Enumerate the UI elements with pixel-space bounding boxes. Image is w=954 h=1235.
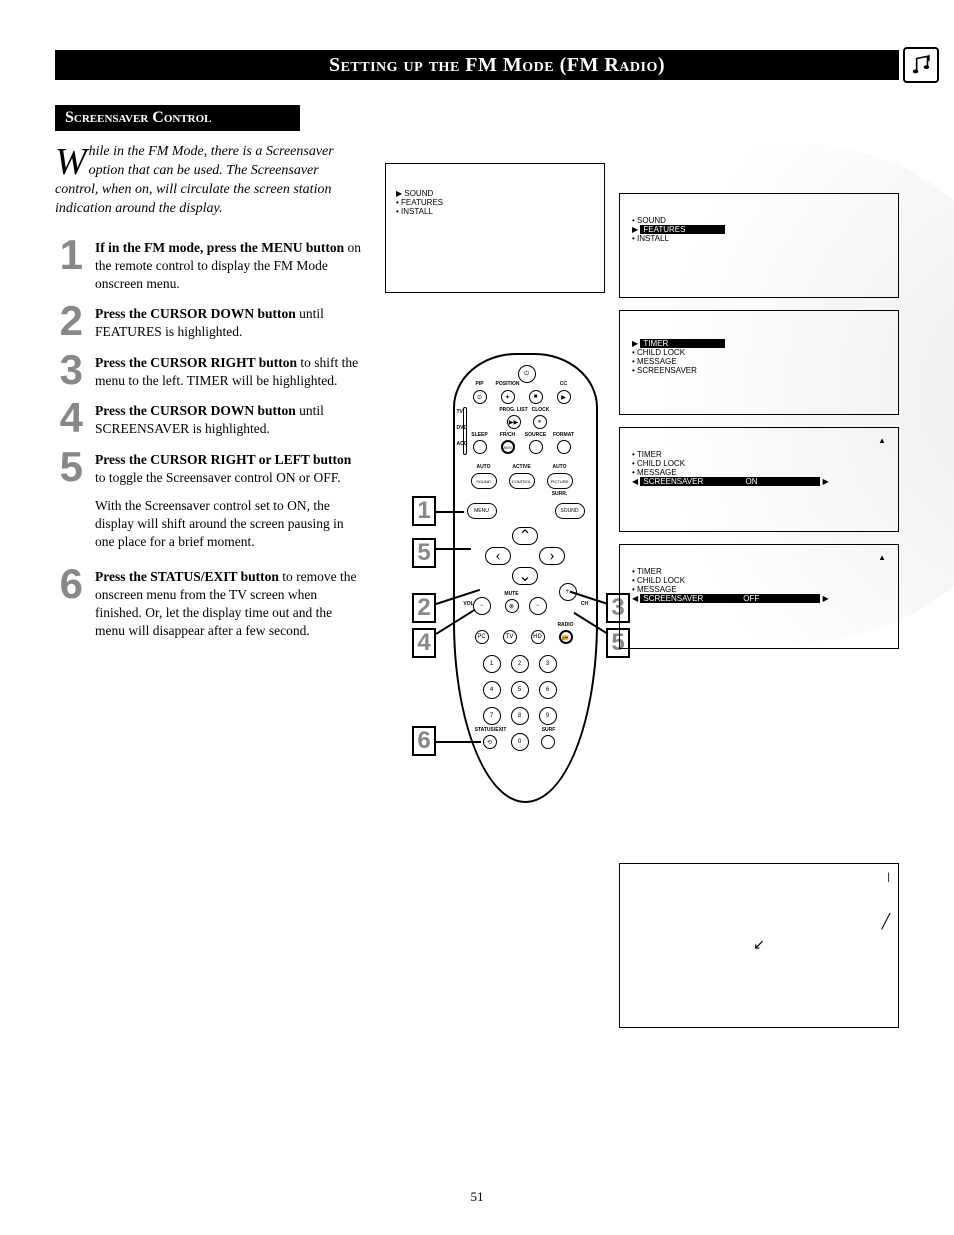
- step-number: 5: [55, 449, 83, 487]
- pip-button: ⊙: [473, 390, 487, 404]
- pc-mode-button: PC: [475, 630, 489, 644]
- num-1: 1: [483, 655, 501, 673]
- remote-body: ⏻ ⊙ ✦ ■ ▶ PIP POSITION CC ▶▶ ⏸ PROG. LIS…: [453, 353, 598, 803]
- remote-diagram: ⏻ ⊙ ✦ ■ ▶ PIP POSITION CC ▶▶ ⏸ PROG. LIS…: [420, 353, 630, 803]
- num-5: 5: [511, 681, 529, 699]
- sound-menu-button: SOUND: [555, 503, 585, 519]
- step-text: Press the CURSOR RIGHT button to shift t…: [95, 352, 365, 390]
- source-button: [529, 440, 543, 454]
- callout-2: 2: [412, 593, 436, 623]
- format-button: [557, 440, 571, 454]
- menu-button: MENU: [467, 503, 497, 519]
- hd-mode-button: HD: [531, 630, 545, 644]
- page-number: 51: [471, 1189, 484, 1205]
- num-7: 7: [483, 707, 501, 725]
- av0-button: AV/0: [501, 440, 515, 454]
- tv-mode-button: TV: [503, 630, 517, 644]
- num-6: 6: [539, 681, 557, 699]
- step-3: 3 Press the CURSOR RIGHT button to shift…: [55, 352, 365, 390]
- menu-screen-4: ▲ • TIMER • CHILD LOCK • MESSAGE ◀ SCREE…: [619, 544, 899, 649]
- menu-screen-initial: ▶ SOUND • FEATURES • INSTALL: [385, 163, 605, 293]
- menu-screen-3: ▲ • TIMER • CHILD LOCK • MESSAGE ◀ SCREE…: [619, 427, 899, 532]
- step-number: 4: [55, 400, 83, 438]
- num-2: 2: [511, 655, 529, 673]
- followup-text: With the Screensaver control set to ON, …: [95, 497, 365, 552]
- step-text: Press the CURSOR DOWN button until SCREE…: [95, 400, 365, 438]
- helpful-hint-box: | ╱ ↙: [619, 863, 899, 1028]
- step-number: 3: [55, 352, 83, 390]
- auto-picture-button: PICTURE: [547, 473, 573, 489]
- vol-down-button: −: [473, 597, 491, 615]
- menu-screen-2: ▶ TIMER • CHILD LOCK • MESSAGE • SCREENS…: [619, 310, 899, 415]
- callout-6: 6: [412, 726, 436, 756]
- num-8: 8: [511, 707, 529, 725]
- step-number: 1: [55, 237, 83, 294]
- mute-button: ⊗: [505, 599, 519, 613]
- auto-sound-button: SOUND: [471, 473, 497, 489]
- num-3: 3: [539, 655, 557, 673]
- illustration-area: ▶ SOUND • FEATURES • INSTALL ⏻ ⊙ ✦ ■ ▶ P…: [385, 143, 899, 651]
- step-1: 1 If in the FM mode, press the MENU butt…: [55, 237, 365, 294]
- menu-screen-1: • SOUND ▶ FEATURES • INSTALL: [619, 193, 899, 298]
- mode-slider: [463, 407, 467, 455]
- intro-paragraph: While in the FM Mode, there is a Screens…: [55, 143, 365, 219]
- surf-button: [541, 735, 555, 749]
- callout-5-left: 5: [412, 538, 436, 568]
- cursor-dpad: ⌃ ⌄ ‹ ›: [485, 535, 565, 605]
- step-6: 6 Press the STATUS/EXIT button to remove…: [55, 566, 365, 641]
- cc-button: ▶: [557, 390, 571, 404]
- callout-4: 4: [412, 628, 436, 658]
- num-0: 0: [511, 733, 529, 751]
- subtitle-bar: Screensaver Control: [55, 105, 300, 131]
- position-button: ✦: [501, 390, 515, 404]
- step-4: 4 Press the CURSOR DOWN button until SCR…: [55, 400, 365, 438]
- num-9: 9: [539, 707, 557, 725]
- instructions-column: While in the FM Mode, there is a Screens…: [55, 143, 365, 651]
- sleep-button: [473, 440, 487, 454]
- num-4: 4: [483, 681, 501, 699]
- step-text: Press the STATUS/EXIT button to remove t…: [95, 566, 365, 641]
- step-text: If in the FM mode, press the MENU button…: [95, 237, 365, 294]
- dropcap: W: [55, 147, 87, 177]
- step-number: 2: [55, 303, 83, 341]
- page-title: Setting up the FM Mode (FM Radio): [55, 54, 899, 77]
- step-number: 6: [55, 566, 83, 641]
- step-text: Press the CURSOR RIGHT or LEFT button to…: [95, 449, 365, 487]
- stop-button: ■: [529, 390, 543, 404]
- title-bar: Setting up the FM Mode (FM Radio): [55, 50, 899, 80]
- menu-screens-column: • SOUND ▶ FEATURES • INSTALL ▶ TIMER • C…: [619, 193, 899, 649]
- arrow-icon: ↙: [628, 936, 890, 953]
- fwd-button: ▶▶: [507, 415, 521, 429]
- step-text: Press the CURSOR DOWN button until FEATU…: [95, 303, 365, 341]
- subtitle: Screensaver Control: [65, 109, 290, 127]
- intro-text: hile in the FM Mode, there is a Screensa…: [55, 144, 334, 216]
- step-2: 2 Press the CURSOR DOWN button until FEA…: [55, 303, 365, 341]
- pause-button: ⏸: [533, 415, 547, 429]
- step-5: 5 Press the CURSOR RIGHT or LEFT button …: [55, 449, 365, 487]
- music-note-icon: [903, 47, 939, 83]
- status-exit-button: ⟲: [483, 735, 497, 749]
- radio-mode-button: 📻: [559, 630, 573, 644]
- callout-1: 1: [412, 496, 436, 526]
- vol-up-button: −: [529, 597, 547, 615]
- active-control-button: CONTROL: [509, 473, 535, 489]
